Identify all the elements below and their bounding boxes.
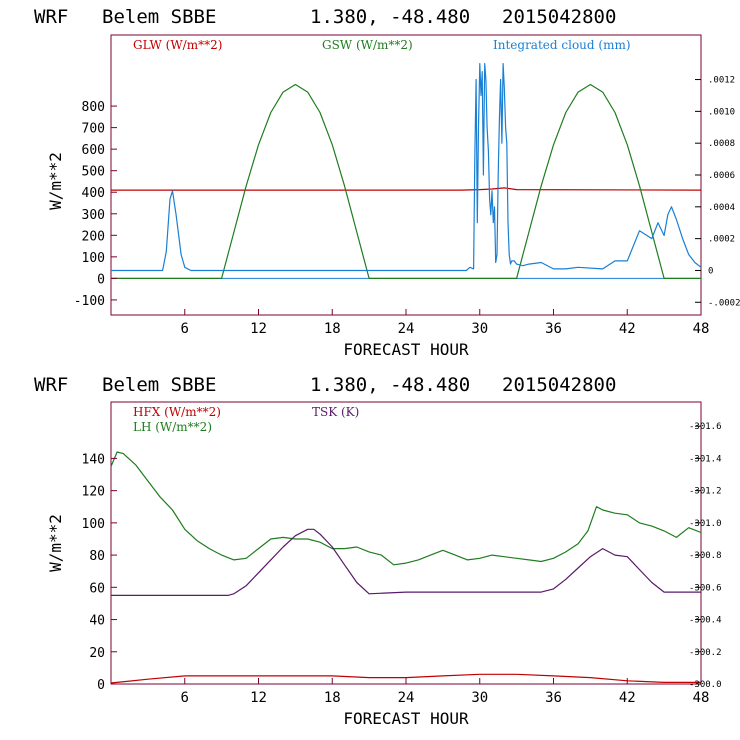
right-tick-label: .0006 xyxy=(708,171,735,181)
y-tick-label: 0 xyxy=(97,272,105,287)
x-tick-label: 30 xyxy=(471,321,488,337)
y-tick-label: 100 xyxy=(82,517,105,532)
right-tick-label: -300.8 xyxy=(689,551,722,561)
y-tick-label: -100 xyxy=(74,294,105,309)
panel-1-y-ticks: -100 0 100 200 300 400 500 600 700 800 xyxy=(74,100,117,309)
y-tick-label: 100 xyxy=(82,251,105,266)
panel-1-legend-gsw: GSW (W/m**2) xyxy=(322,38,413,52)
y-tick-label: 20 xyxy=(89,646,105,661)
panel-2: WRF Belem SBBE 1.380, -48.480 2015042800… xyxy=(34,374,722,728)
right-tick-label: -.0002 xyxy=(708,298,740,308)
series-cloud-line xyxy=(111,63,702,272)
panel-1-station: Belem SBBE xyxy=(102,6,216,28)
y-tick-label: 120 xyxy=(82,485,105,500)
panel-1-right-ticks: -.0002 0 .0002 .0004 .0006 .0008 .0010 .0012 xyxy=(695,76,740,308)
x-tick-label: 18 xyxy=(324,321,341,337)
panel-1-model: WRF xyxy=(34,6,68,28)
series-hfx-line xyxy=(110,673,701,684)
series-lh-line xyxy=(110,451,702,566)
y-tick-label: 500 xyxy=(82,165,105,180)
panel-1-plot-frame xyxy=(110,34,702,316)
x-tick-label: 42 xyxy=(619,690,636,706)
right-tick-label: -301.2 xyxy=(689,487,722,497)
series-tsk-line xyxy=(111,528,701,596)
x-tick-label: 36 xyxy=(545,321,562,337)
x-tick-label: 24 xyxy=(398,321,415,337)
x-tick-label: 18 xyxy=(324,690,341,706)
y-tick-label: 700 xyxy=(82,122,105,137)
panel-1-x-axis-label: FORECAST HOUR xyxy=(343,340,469,359)
right-tick-label: -300.0 xyxy=(689,680,722,690)
right-tick-label: .0002 xyxy=(708,235,735,245)
panel-2-station: Belem SBBE xyxy=(102,374,216,396)
right-tick-label: -300.4 xyxy=(689,616,722,626)
panel-1-x-ticks: 6 12 18 24 30 36 42 48 xyxy=(181,309,710,337)
panel-2-y-ticks: 0 20 40 60 80 100 120 140 xyxy=(82,452,117,693)
right-tick-label: .0004 xyxy=(708,203,735,213)
y-tick-label: 80 xyxy=(89,549,105,564)
panel-2-legend-tsk: TSK (K) xyxy=(312,405,359,419)
x-tick-label: 48 xyxy=(693,321,710,337)
right-tick-label: -301.0 xyxy=(689,519,722,529)
right-tick-label: .0012 xyxy=(708,76,735,86)
series-glw-line xyxy=(111,187,702,191)
right-tick-label: .0008 xyxy=(708,139,735,149)
panel-2-x-axis-label: FORECAST HOUR xyxy=(343,709,469,728)
y-tick-label: 140 xyxy=(82,452,105,467)
panel-1-series xyxy=(111,63,702,279)
panel-2-date: 2015042800 xyxy=(502,374,616,396)
panel-2-right-ticks: -300.0 -300.2 -300.4 -300.6 -300.8 -301.0 -301… xyxy=(689,422,722,690)
y-tick-label: 0 xyxy=(97,678,105,693)
y-tick-label: 300 xyxy=(82,208,105,223)
right-tick-label: .0010 xyxy=(708,107,735,117)
panel-1-y-axis-label: W/m**2 xyxy=(46,152,65,210)
panel-2-legend-lh: LH (W/m**2) xyxy=(133,420,212,434)
panel-2-coords: 1.380, -48.480 xyxy=(310,374,470,396)
x-tick-label: 6 xyxy=(181,321,189,337)
panel-1-coords: 1.380, -48.480 xyxy=(310,6,470,28)
series-gsw-line xyxy=(111,83,701,279)
y-tick-label: 200 xyxy=(82,229,105,244)
y-tick-label: 400 xyxy=(82,186,105,201)
panel-2-legend-hfx: HFX (W/m**2) xyxy=(133,405,221,419)
panel-2-y-axis-label: W/m**2 xyxy=(46,514,65,572)
y-tick-label: 40 xyxy=(89,614,105,629)
y-tick-label: 600 xyxy=(82,143,105,158)
right-tick-label: -300.6 xyxy=(689,583,722,593)
right-tick-label: -300.2 xyxy=(689,648,722,658)
right-tick-label: 0 xyxy=(708,266,713,276)
panel-2-plot-frame xyxy=(110,401,702,685)
x-tick-label: 36 xyxy=(545,690,562,706)
x-tick-label: 12 xyxy=(250,690,267,706)
y-tick-label: 60 xyxy=(89,581,105,596)
x-tick-label: 30 xyxy=(471,690,488,706)
panel-1: WRF Belem SBBE 1.380, -48.480 2015042800… xyxy=(34,6,740,359)
x-tick-label: 42 xyxy=(619,321,636,337)
panel-1-legend-glw: GLW (W/m**2) xyxy=(133,38,222,52)
panel-2-series xyxy=(110,451,702,684)
panel-1-date: 2015042800 xyxy=(502,6,616,28)
x-tick-label: 12 xyxy=(250,321,267,337)
panel-2-model: WRF xyxy=(34,374,68,396)
right-tick-label: -301.6 xyxy=(689,422,722,432)
y-tick-label: 800 xyxy=(82,100,105,115)
right-tick-label: -301.4 xyxy=(689,454,722,464)
x-tick-label: 6 xyxy=(181,690,189,706)
panel-2-x-ticks: 6 12 18 24 30 36 42 48 xyxy=(181,678,710,706)
x-tick-label: 24 xyxy=(398,690,415,706)
panel-1-legend-cloud: Integrated cloud (mm) xyxy=(493,38,631,52)
x-tick-label: 48 xyxy=(693,690,710,706)
